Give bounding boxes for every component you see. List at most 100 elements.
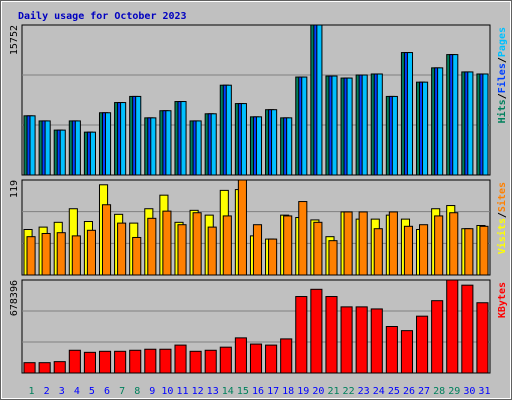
x-tick-label: 27 [418, 386, 430, 397]
x-tick-label: 10 [161, 386, 173, 397]
bar [346, 77, 353, 176]
x-tick-label: 28 [433, 386, 445, 397]
x-tick-label: 2 [44, 386, 50, 397]
bar [189, 350, 202, 374]
bar [295, 296, 308, 374]
bar [325, 296, 338, 374]
bar [313, 221, 323, 276]
bar [343, 211, 353, 276]
x-tick-label: 16 [252, 386, 264, 397]
bar [268, 238, 278, 276]
bar [68, 349, 81, 374]
bar [180, 101, 187, 176]
x-tick-label: 21 [327, 386, 339, 397]
bar [117, 222, 127, 276]
x-tick-label: 15 [237, 386, 249, 397]
bar [56, 232, 66, 276]
bar [129, 349, 142, 374]
bar [114, 350, 127, 374]
legend-separator: / [497, 57, 508, 63]
bar [89, 131, 96, 176]
bar [44, 120, 51, 176]
x-tick-label: 14 [222, 386, 234, 397]
bar [59, 129, 66, 176]
bar [301, 76, 308, 176]
bar [403, 225, 414, 276]
bar [192, 212, 202, 276]
legend: Visits/Sites [496, 182, 508, 254]
x-tick-label: 7 [119, 386, 125, 397]
legend-entry: Files [496, 63, 508, 93]
bar [479, 225, 489, 276]
bar [340, 306, 353, 374]
bar [234, 337, 247, 374]
bar [135, 95, 142, 176]
bar [361, 74, 368, 176]
bar [98, 350, 112, 374]
bar [461, 284, 474, 374]
x-tick-label: 25 [388, 386, 400, 397]
bar [416, 315, 429, 374]
bar [71, 235, 81, 276]
legend: Hits/Files/Pages [496, 27, 508, 123]
bar [174, 344, 187, 374]
bar [162, 210, 172, 276]
bar [446, 279, 459, 374]
bar [358, 211, 368, 276]
bar [41, 232, 51, 276]
x-tick-label: 13 [207, 386, 219, 397]
x-tick-label: 30 [463, 386, 475, 397]
x-tick-label: 8 [134, 386, 140, 397]
bar [437, 67, 444, 176]
bar [271, 109, 278, 176]
bar [388, 211, 398, 276]
bar [86, 229, 96, 276]
bar [355, 306, 368, 374]
x-tick-label: 31 [478, 386, 490, 397]
bar [150, 117, 157, 176]
bar [385, 326, 398, 374]
bar [53, 361, 66, 374]
bar [177, 224, 187, 276]
x-tick-label: 19 [297, 386, 309, 397]
bar [370, 308, 383, 374]
bar [165, 110, 172, 176]
bar [120, 102, 127, 176]
bar [419, 224, 429, 276]
x-tick-label: 18 [282, 386, 294, 397]
x-tick-label: 5 [89, 386, 95, 397]
bar [328, 240, 338, 276]
legend-entry: Hits [496, 99, 508, 123]
x-tick-label: 17 [267, 386, 279, 397]
bar [147, 217, 157, 276]
bar [452, 54, 459, 176]
bar [26, 236, 36, 276]
x-tick-label: 11 [176, 386, 188, 397]
bar [210, 113, 217, 176]
bar [219, 346, 232, 374]
bar [207, 226, 217, 276]
bar [249, 343, 263, 374]
legend-entry: Pages [497, 27, 508, 57]
bar [391, 95, 398, 176]
bar [237, 179, 247, 276]
x-tick-label: 12 [192, 386, 204, 397]
legend-entry: KBytes [497, 282, 508, 318]
x-tick-label: 1 [29, 386, 35, 397]
legend-entry: Sites [496, 182, 508, 212]
y-tick-label: 119 [9, 180, 20, 198]
bar [434, 215, 444, 276]
bar [298, 201, 308, 276]
bar [204, 349, 217, 374]
chart-title: Daily usage for October 2023 [18, 10, 187, 22]
bar [310, 288, 323, 374]
bar [331, 75, 338, 176]
y-tick-label: 15752 [9, 25, 20, 55]
bar [280, 338, 293, 374]
x-tick-label: 22 [343, 386, 355, 397]
bar [255, 116, 263, 176]
x-tick-label: 24 [373, 386, 385, 397]
bar [29, 115, 36, 176]
bar [240, 103, 247, 176]
